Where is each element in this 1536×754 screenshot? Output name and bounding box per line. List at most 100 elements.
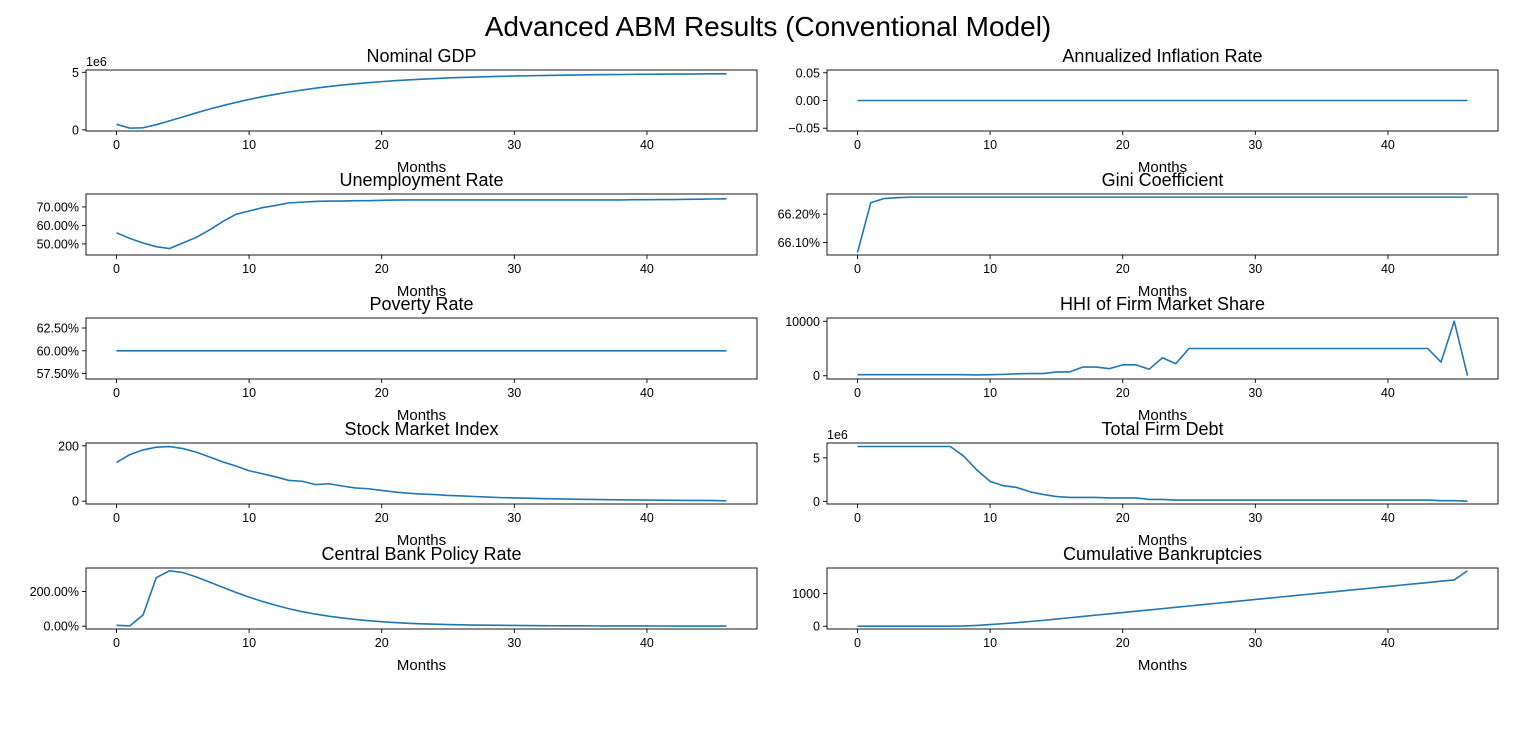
x-tick-label: 40 <box>1381 262 1395 276</box>
series-line <box>116 198 727 250</box>
x-tick-label: 10 <box>242 511 256 525</box>
y-tick-label: 1000 <box>792 587 820 601</box>
x-tick-label: 30 <box>1248 636 1262 650</box>
series-line <box>116 73 727 129</box>
subplot-annualized-inflation-rate: Annualized Inflation Rate 0 10 20 30 40 −0.05 0… <box>788 46 1499 176</box>
x-tick-label: 10 <box>242 262 256 276</box>
y-tick-label: 57.50% <box>37 367 79 381</box>
x-tick-label: 10 <box>242 386 256 400</box>
subplot-nominal-gdp: Nominal GDP 0 10 20 30 40 0 5 1e6 Months <box>72 46 758 176</box>
x-tick-label: 10 <box>983 138 997 152</box>
y-tick-label: 60.00% <box>37 219 79 233</box>
x-tick-label: 40 <box>640 636 654 650</box>
subplot-total-firm-debt: Total Firm Debt 0 10 20 30 40 0 5 1e6 Months <box>813 419 1499 549</box>
x-tick-label: 40 <box>1381 138 1395 152</box>
x-tick-label: 30 <box>507 636 521 650</box>
y-tick-label: 0 <box>72 123 79 137</box>
axes-frame <box>826 317 1499 380</box>
y-tick-label: 0.05 <box>796 66 820 80</box>
x-axis-label: Months <box>397 159 446 176</box>
x-axis-label: Months <box>1138 159 1187 176</box>
x-tick-label: 30 <box>1248 262 1262 276</box>
x-tick-label: 20 <box>375 636 389 650</box>
x-tick-label: 40 <box>1381 636 1395 650</box>
x-axis-label: Months <box>397 657 446 674</box>
x-tick-label: 30 <box>507 262 521 276</box>
subplot-stock-market-index: Stock Market Index 0 10 20 30 40 0 200 Months <box>58 419 758 549</box>
subplot-central-bank-policy-rate: Central Bank Policy Rate 0 10 20 30 40 0.00% 20… <box>30 544 758 674</box>
x-tick-label: 40 <box>640 511 654 525</box>
series-line <box>116 445 727 502</box>
series-line <box>116 569 727 627</box>
y-tick-label: 200 <box>58 439 79 453</box>
x-tick-label: 10 <box>983 262 997 276</box>
subplot-title: Poverty Rate <box>369 294 473 314</box>
y-axis-multiplier: 1e6 <box>86 55 107 69</box>
x-tick-label: 0 <box>854 511 861 525</box>
y-tick-label: 0.00% <box>44 620 79 634</box>
x-tick-label: 40 <box>640 138 654 152</box>
x-tick-label: 30 <box>507 386 521 400</box>
subplot-poverty-rate: Poverty Rate 0 10 20 30 40 57.50% 60.00% 62.50% M… <box>37 294 758 424</box>
x-tick-label: 20 <box>1116 386 1130 400</box>
x-axis-label: Months <box>397 283 446 300</box>
x-tick-label: 20 <box>375 386 389 400</box>
axes-frame <box>826 567 1499 630</box>
x-tick-label: 20 <box>1116 138 1130 152</box>
x-tick-label: 0 <box>854 386 861 400</box>
axes-frame <box>85 69 758 132</box>
x-tick-label: 10 <box>983 386 997 400</box>
series-line <box>856 196 1468 253</box>
y-tick-label: 0 <box>72 495 79 509</box>
y-axis-multiplier: 1e6 <box>827 428 848 442</box>
x-tick-label: 40 <box>640 262 654 276</box>
axes-frame <box>85 317 758 380</box>
y-tick-label: 0 <box>813 369 820 383</box>
x-tick-label: 30 <box>1248 138 1262 152</box>
x-tick-label: 10 <box>242 138 256 152</box>
axes-frame <box>85 567 758 630</box>
axes-frame <box>85 442 758 505</box>
figure-suptitle: Advanced ABM Results (Conventional Model… <box>485 11 1052 42</box>
subplot-title: Unemployment Rate <box>339 170 503 190</box>
y-tick-label: 66.10% <box>778 236 820 250</box>
subplot-title: Stock Market Index <box>344 419 498 439</box>
x-tick-label: 10 <box>242 636 256 650</box>
subplot-title: Cumulative Bankruptcies <box>1063 544 1262 564</box>
x-tick-label: 30 <box>507 138 521 152</box>
y-tick-label: 200.00% <box>30 585 79 599</box>
x-tick-label: 40 <box>1381 386 1395 400</box>
series-line <box>857 570 1468 628</box>
x-axis-label: Months <box>397 532 446 549</box>
x-tick-label: 30 <box>1248 386 1262 400</box>
x-tick-label: 20 <box>1116 262 1130 276</box>
x-axis-label: Months <box>1138 657 1187 674</box>
series-line <box>857 445 1468 503</box>
subplot-title: Nominal GDP <box>366 46 476 66</box>
x-tick-label: 20 <box>375 138 389 152</box>
y-tick-label: 0 <box>813 495 820 509</box>
x-tick-label: 10 <box>983 636 997 650</box>
x-tick-label: 20 <box>375 511 389 525</box>
axes-frame <box>826 193 1499 256</box>
x-tick-label: 30 <box>507 511 521 525</box>
x-axis-label: Months <box>1138 407 1187 424</box>
subplot-cumulative-bankruptcies: Cumulative Bankruptcies 0 10 20 30 40 0 1000 Mon… <box>792 544 1499 674</box>
y-tick-label: 0 <box>813 620 820 634</box>
subplot-title: Total Firm Debt <box>1101 419 1223 439</box>
y-tick-label: 70.00% <box>37 200 79 214</box>
x-tick-label: 0 <box>113 636 120 650</box>
x-axis-label: Months <box>397 407 446 424</box>
subplot-title: HHI of Firm Market Share <box>1060 294 1265 314</box>
y-tick-label: 62.50% <box>37 322 79 336</box>
x-tick-label: 20 <box>1116 511 1130 525</box>
series-line <box>857 320 1469 376</box>
x-tick-label: 20 <box>1116 636 1130 650</box>
subplot-unemployment-rate: Unemployment Rate 0 10 20 30 40 50.00% 60.00% 70… <box>37 170 758 300</box>
x-tick-label: 30 <box>1248 511 1262 525</box>
x-tick-label: 0 <box>113 386 120 400</box>
x-tick-label: 0 <box>854 262 861 276</box>
axes-frame <box>85 193 758 256</box>
